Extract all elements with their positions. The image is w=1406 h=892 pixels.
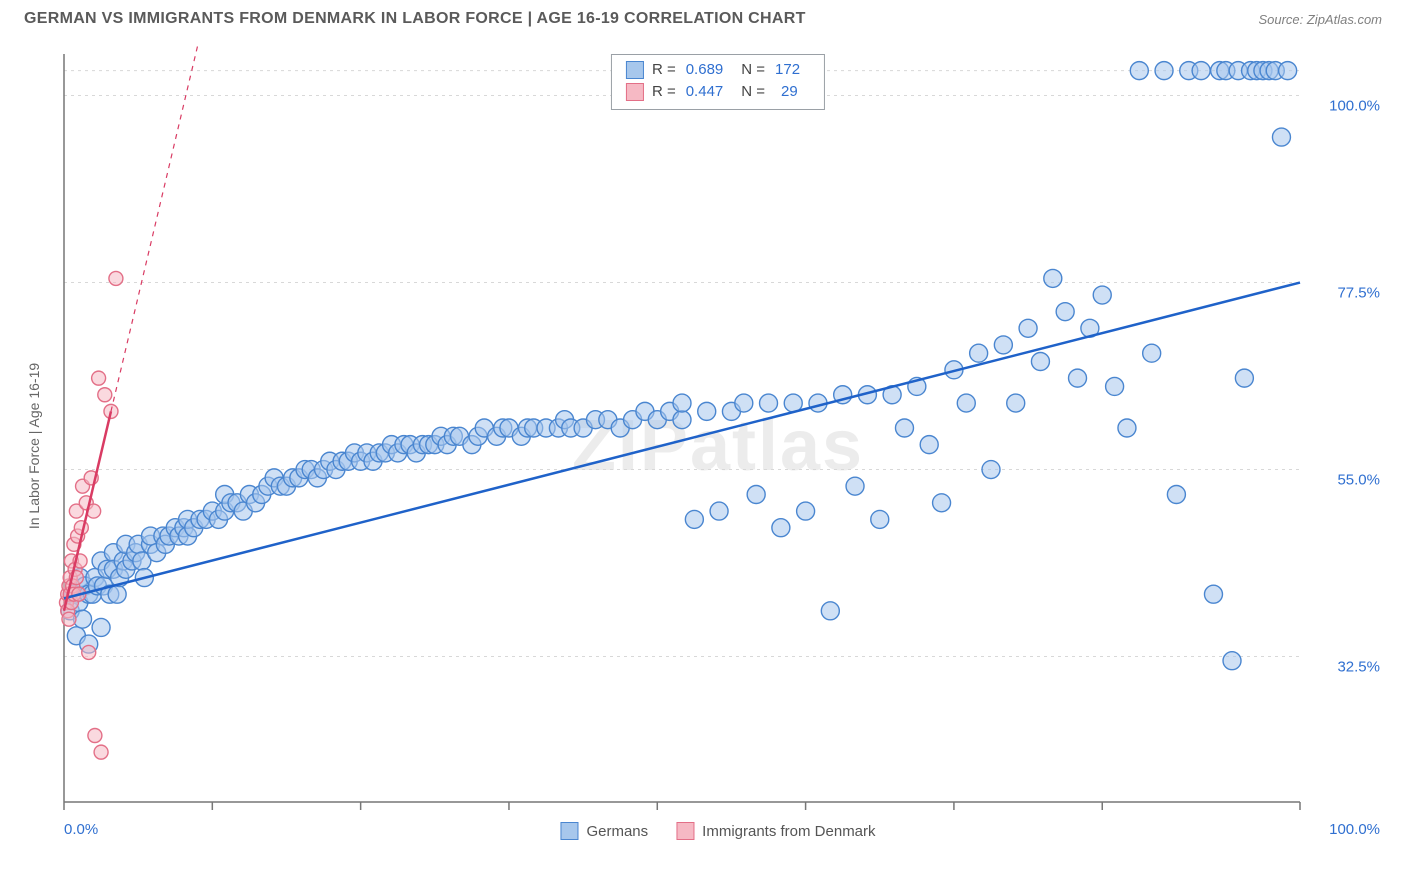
- stat-r-denmark: 0.447: [686, 81, 724, 103]
- x-axis-max-label: 100.0%: [1329, 821, 1380, 838]
- stat-n-germans: 172: [775, 59, 800, 81]
- legend-label-denmark: Immigrants from Denmark: [702, 823, 875, 840]
- stats-legend-box: R = 0.689 N = 172 R = 0.447 N = 29: [611, 54, 825, 110]
- source-attribution: Source: ZipAtlas.com: [1258, 12, 1382, 27]
- scatter-plot-svg: [46, 46, 1390, 846]
- stat-label-r: R =: [652, 81, 676, 103]
- x-axis-min-label: 0.0%: [64, 821, 98, 838]
- swatch-germans: [626, 61, 644, 79]
- y-tick-label: 77.5%: [1337, 284, 1380, 301]
- stats-row-denmark: R = 0.447 N = 29: [626, 81, 810, 103]
- legend-item-denmark: Immigrants from Denmark: [676, 822, 875, 840]
- bottom-legend: Germans Immigrants from Denmark: [560, 822, 875, 840]
- stats-row-germans: R = 0.689 N = 172: [626, 59, 810, 81]
- swatch-germans: [560, 822, 578, 840]
- y-tick-label: 55.0%: [1337, 471, 1380, 488]
- chart-area: In Labor Force | Age 16-19 ZIPatlas R = …: [46, 46, 1390, 846]
- legend-item-germans: Germans: [560, 822, 648, 840]
- y-axis-label: In Labor Force | Age 16-19: [26, 363, 42, 529]
- legend-label-germans: Germans: [586, 823, 648, 840]
- y-tick-label: 32.5%: [1337, 658, 1380, 675]
- stat-label-n: N =: [741, 59, 765, 81]
- stat-label-r: R =: [652, 59, 676, 81]
- chart-title: GERMAN VS IMMIGRANTS FROM DENMARK IN LAB…: [24, 10, 806, 28]
- swatch-denmark: [676, 822, 694, 840]
- y-tick-label: 100.0%: [1329, 97, 1380, 114]
- swatch-denmark: [626, 83, 644, 101]
- stat-r-germans: 0.689: [686, 59, 724, 81]
- stat-n-denmark: 29: [781, 81, 798, 103]
- stat-label-n: N =: [741, 81, 765, 103]
